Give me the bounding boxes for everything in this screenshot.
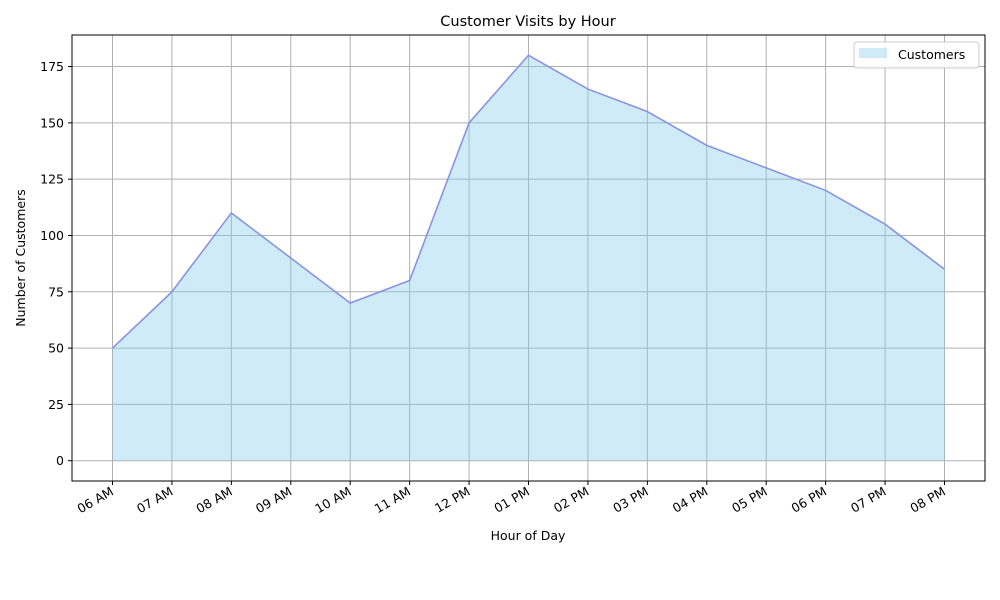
y-axis: 0 25 50 75 100 125 150 175 xyxy=(40,59,72,468)
x-axis-label: Hour of Day xyxy=(491,528,566,543)
area-fill-customers xyxy=(112,55,945,461)
data-layer xyxy=(111,54,945,461)
chart-title: Customer Visits by Hour xyxy=(440,14,615,30)
legend-swatch xyxy=(859,48,887,58)
y-tick-label: 100 xyxy=(40,228,64,243)
y-tick-label: 125 xyxy=(40,172,64,187)
y-tick-label: 50 xyxy=(48,341,64,356)
y-tick-label: 75 xyxy=(48,284,64,299)
y-tick-label: 0 xyxy=(56,453,64,468)
y-tick-label: 175 xyxy=(40,59,64,74)
y-axis-label: Number of Customers xyxy=(13,189,28,326)
series-line-customers xyxy=(111,54,945,349)
grid-layer xyxy=(72,35,985,481)
y-tick-label: 25 xyxy=(48,397,64,412)
legend: Customers xyxy=(853,41,980,69)
y-tick-label: 150 xyxy=(40,115,64,130)
legend-label: Customers xyxy=(898,47,965,62)
legend-box xyxy=(853,41,980,69)
